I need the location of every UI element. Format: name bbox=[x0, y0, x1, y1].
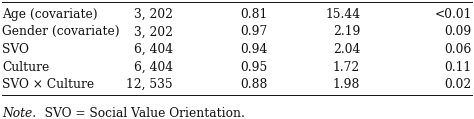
Text: 3, 202: 3, 202 bbox=[134, 8, 173, 21]
Text: Gender (covariate): Gender (covariate) bbox=[2, 25, 120, 38]
Text: Age (covariate): Age (covariate) bbox=[2, 8, 98, 21]
Text: 2.19: 2.19 bbox=[333, 25, 360, 38]
Text: 0.94: 0.94 bbox=[240, 43, 268, 56]
Text: 0.88: 0.88 bbox=[240, 78, 268, 91]
Text: 1.72: 1.72 bbox=[333, 61, 360, 74]
Text: 1.98: 1.98 bbox=[333, 78, 360, 91]
Text: 0.81: 0.81 bbox=[241, 8, 268, 21]
Text: <0.01: <0.01 bbox=[434, 8, 472, 21]
Text: 0.95: 0.95 bbox=[241, 61, 268, 74]
Text: 0.97: 0.97 bbox=[241, 25, 268, 38]
Text: 0.11: 0.11 bbox=[445, 61, 472, 74]
Text: SVO = Social Value Orientation.: SVO = Social Value Orientation. bbox=[33, 107, 245, 119]
Text: 12, 535: 12, 535 bbox=[127, 78, 173, 91]
Text: 0.02: 0.02 bbox=[445, 78, 472, 91]
Text: 15.44: 15.44 bbox=[325, 8, 360, 21]
Text: 3, 202: 3, 202 bbox=[134, 25, 173, 38]
Text: 0.09: 0.09 bbox=[445, 25, 472, 38]
Text: Note.: Note. bbox=[2, 107, 36, 119]
Text: 6, 404: 6, 404 bbox=[134, 61, 173, 74]
Text: SVO: SVO bbox=[2, 43, 29, 56]
Text: 2.04: 2.04 bbox=[333, 43, 360, 56]
Text: SVO × Culture: SVO × Culture bbox=[2, 78, 94, 91]
Text: Culture: Culture bbox=[2, 61, 50, 74]
Text: 0.06: 0.06 bbox=[445, 43, 472, 56]
Text: 6, 404: 6, 404 bbox=[134, 43, 173, 56]
